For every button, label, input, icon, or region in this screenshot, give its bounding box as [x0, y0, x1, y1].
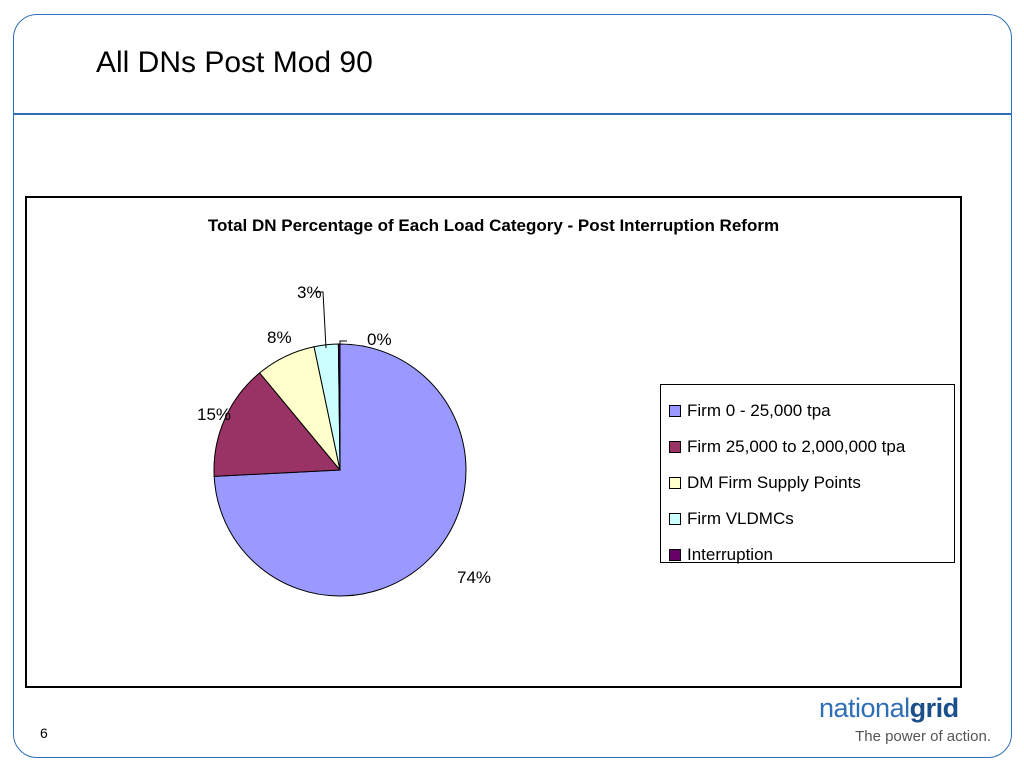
- data-label-5: 0%: [367, 330, 392, 349]
- legend-label: DM Firm Supply Points: [687, 473, 861, 492]
- legend-item: DM Firm Supply Points: [661, 465, 954, 501]
- legend-swatch: [669, 513, 681, 525]
- leader-line-4: [315, 291, 327, 349]
- slide-title: All DNs Post Mod 90: [96, 46, 373, 79]
- pie-slice-2: [213, 372, 342, 477]
- pie-chart: 74% 15% 8% 3% 0%: [197, 283, 491, 597]
- header-divider: [14, 113, 1011, 115]
- brand-block: nationalgrid The power of action.: [819, 692, 991, 746]
- legend-label: Firm 25,000 to 2,000,000 tpa: [687, 437, 906, 456]
- legend-swatch: [669, 441, 681, 453]
- slide-frame: [13, 14, 1012, 758]
- data-label-3: 8%: [267, 328, 292, 347]
- data-label-4: 3%: [297, 283, 322, 302]
- legend-label: Firm VLDMCs: [687, 509, 794, 528]
- legend-item: Firm 0 - 25,000 tpa: [661, 393, 954, 429]
- data-label-1: 74%: [457, 568, 491, 587]
- legend-item: Firm 25,000 to 2,000,000 tpa: [661, 429, 954, 465]
- legend-swatch: [669, 549, 681, 561]
- chart-area: Total DN Percentage of Each Load Categor…: [25, 196, 962, 688]
- leader-line-5: [339, 340, 347, 360]
- legend-label: Interruption: [687, 545, 773, 564]
- legend-item: Interruption: [661, 537, 954, 573]
- legend-item: Firm VLDMCs: [661, 501, 954, 537]
- brand-tagline: The power of action.: [855, 728, 991, 745]
- chart-title: Total DN Percentage of Each Load Categor…: [207, 216, 780, 235]
- data-label-2: 15%: [197, 405, 231, 424]
- legend-swatch: [669, 405, 681, 417]
- chart-legend: Firm 0 - 25,000 tpa Firm 25,000 to 2,000,…: [660, 384, 955, 564]
- page-number: 6: [40, 725, 48, 741]
- legend-swatch: [669, 477, 681, 489]
- legend-label: Firm 0 - 25,000 tpa: [687, 401, 831, 420]
- national-grid-logo: nationalgrid: [819, 693, 959, 723]
